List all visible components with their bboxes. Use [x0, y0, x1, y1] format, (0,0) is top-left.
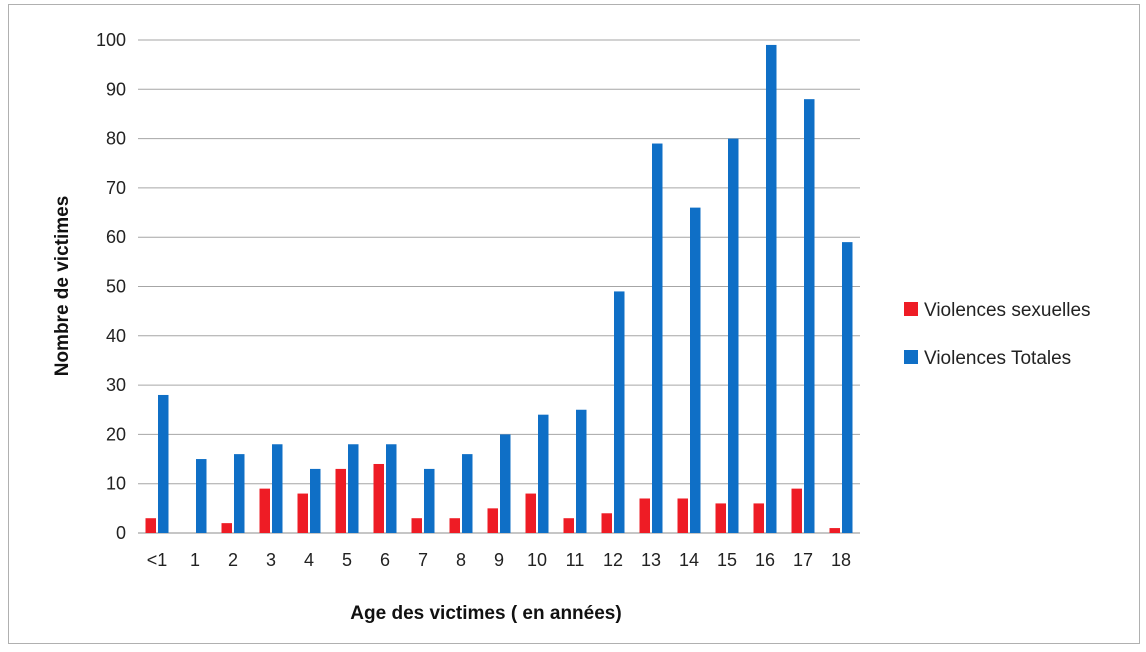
bar-violences-totales-6	[386, 444, 397, 533]
legend: Violences sexuelles Violences Totales	[904, 300, 1091, 369]
y-tick-label: 60	[106, 227, 126, 247]
legend-swatch-violences-sexuelles	[904, 302, 918, 316]
x-tick-label: 1	[190, 550, 200, 570]
bar-violences-sexuelles-0	[145, 518, 156, 533]
x-tick-label: 2	[228, 550, 238, 570]
x-tick-label: 14	[679, 550, 699, 570]
x-tick-label: 15	[717, 550, 737, 570]
bar-violences-sexuelles-16	[753, 503, 764, 533]
y-tick-label: 30	[106, 375, 126, 395]
bar-violences-totales-8	[462, 454, 473, 533]
x-tick-label: 7	[418, 550, 428, 570]
x-tick-label: 3	[266, 550, 276, 570]
y-tick-label: 20	[106, 424, 126, 444]
x-tick-label: 18	[831, 550, 851, 570]
x-tick-label: 13	[641, 550, 661, 570]
gridlines	[138, 39, 860, 534]
x-tick-label: 4	[304, 550, 314, 570]
bar-violences-totales-1	[196, 459, 207, 533]
y-tick-labels: 0 10 20 30 40 50 60 70 80 90 100	[96, 30, 126, 543]
x-tick-label: 17	[793, 550, 813, 570]
bar-violences-sexuelles-5	[335, 468, 346, 533]
bar-violences-totales-10	[538, 414, 549, 533]
legend-label-violences-sexuelles: Violences sexuelles	[924, 300, 1091, 321]
y-tick-label: 80	[106, 129, 126, 149]
bar-violences-totales-11	[576, 409, 587, 533]
y-tick-label: 70	[106, 178, 126, 198]
bar-violences-totales-17	[804, 99, 815, 533]
y-axis-title: Nombre de victimes	[52, 196, 73, 377]
bar-violences-totales-16	[766, 44, 777, 534]
x-axis-title: Age des victimes ( en années)	[350, 603, 621, 624]
bar-violences-totales-3	[272, 444, 283, 533]
bar-violences-sexuelles-11	[563, 518, 574, 533]
bar-violences-totales-7	[424, 468, 435, 533]
bar-violences-sexuelles-14	[677, 498, 688, 533]
bar-violences-sexuelles-17	[791, 488, 802, 533]
x-tick-label: 5	[342, 550, 352, 570]
x-tick-label: 11	[566, 550, 585, 570]
bar-violences-totales-4	[310, 468, 321, 533]
bar-violences-sexuelles-15	[715, 503, 726, 533]
legend-label-violences-totales: Violences Totales	[924, 348, 1071, 369]
y-tick-label: 50	[106, 277, 126, 297]
y-tick-label: 10	[106, 474, 126, 494]
bar-violences-sexuelles-18	[829, 528, 840, 533]
bar-violences-totales-15	[728, 138, 739, 533]
bar-violences-totales-0	[158, 394, 169, 533]
x-tick-label: 6	[380, 550, 390, 570]
bars	[145, 44, 853, 534]
x-tick-labels: <1 1 2 3 4 5 6 7 8 9 10 11 12 13 14 15 16 17 18	[147, 550, 851, 570]
bar-violences-sexuelles-3	[259, 488, 270, 533]
bar-violences-totales-18	[842, 242, 853, 533]
y-tick-label: 90	[106, 79, 126, 99]
x-tick-label: 16	[755, 550, 775, 570]
bar-violences-sexuelles-7	[411, 518, 422, 533]
x-tick-label: <1	[147, 550, 168, 570]
x-tick-label: 9	[494, 550, 504, 570]
bar-violences-sexuelles-12	[601, 513, 612, 533]
x-tick-label: 8	[456, 550, 466, 570]
bar-violences-sexuelles-10	[525, 493, 536, 533]
y-tick-label: 0	[116, 523, 126, 543]
y-tick-label: 40	[106, 326, 126, 346]
bar-violences-totales-5	[348, 444, 359, 533]
bar-violences-totales-12	[614, 291, 625, 533]
bar-violences-sexuelles-2	[221, 523, 232, 533]
y-tick-label: 100	[96, 30, 126, 50]
bar-violences-sexuelles-13	[639, 498, 650, 533]
legend-swatch-violences-totales	[904, 350, 918, 364]
chart-frame	[8, 4, 1140, 644]
bar-violences-totales-9	[500, 434, 511, 533]
bar-violences-sexuelles-8	[449, 518, 460, 533]
bar-violences-sexuelles-9	[487, 508, 498, 533]
x-tick-label: 10	[527, 550, 547, 570]
x-tick-label: 12	[603, 550, 623, 570]
bar-violences-totales-13	[652, 143, 663, 533]
bar-violences-totales-14	[690, 207, 701, 533]
bar-violences-totales-2	[234, 454, 245, 533]
bar-violences-sexuelles-4	[297, 493, 308, 533]
bar-violences-sexuelles-6	[373, 463, 384, 533]
